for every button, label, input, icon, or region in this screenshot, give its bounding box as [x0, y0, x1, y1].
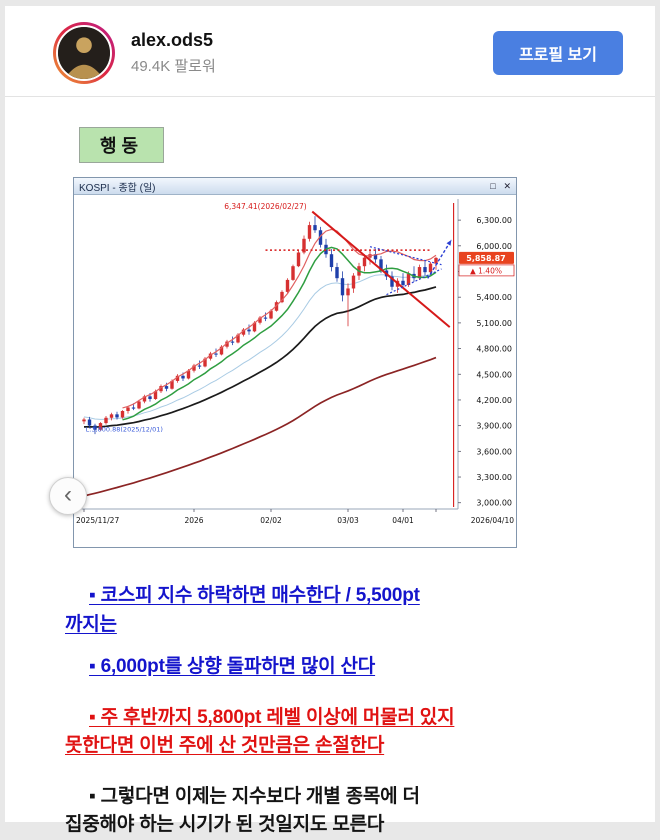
window-controls: □ ✕ — [485, 181, 511, 192]
bullet-stop-loss: ▪ 주 후반까지 5,800pt 레벨 이상에 머물러 있지 못한다면 이번 주… — [65, 706, 455, 757]
svg-text:4,200.00: 4,200.00 — [476, 396, 512, 405]
svg-text:6,347.41(2026/02/27): 6,347.41(2026/02/27) — [224, 202, 307, 211]
svg-text:2025/11/27: 2025/11/27 — [76, 516, 119, 525]
svg-text:5,400.00: 5,400.00 — [476, 293, 512, 302]
post-text: ▪ 코스피 지수 하락하면 매수한다 / 5,500pt 까지는 ▪ 6,000… — [5, 582, 655, 840]
svg-text:02/02: 02/02 — [260, 516, 282, 525]
kospi-chart-svg: 6,347.41(2026/02/27) L:3,800.88(2025/12/0… — [74, 195, 516, 547]
post-body: 행동 KOSPI - 종합 (일) □ ✕ 6,347.41(2026/02/2… — [5, 97, 655, 840]
view-profile-button[interactable]: 프로필 보기 — [492, 31, 623, 75]
action-tag: 행동 — [79, 127, 165, 163]
svg-text:2026: 2026 — [184, 516, 203, 525]
post-card: alex.ods5 49.4K 팔로워 프로필 보기 행동 KOSPI - 종합… — [5, 6, 655, 835]
chevron-left-icon: ‹ — [64, 480, 72, 508]
svg-text:2026/04/10: 2026/04/10 — [471, 516, 514, 525]
svg-text:03/03: 03/03 — [337, 516, 359, 525]
chart-window: KOSPI - 종합 (일) □ ✕ 6,347.41(2026/02/27) L… — [73, 177, 517, 548]
svg-text:3,600.00: 3,600.00 — [476, 447, 512, 456]
close-icon: ✕ — [503, 180, 511, 191]
avatar[interactable] — [53, 22, 115, 84]
svg-text:4,800.00: 4,800.00 — [476, 345, 512, 354]
svg-text:04/01: 04/01 — [392, 516, 414, 525]
svg-text:▲ 1.40%: ▲ 1.40% — [470, 266, 502, 275]
followers-count: 49.4K 팔로워 — [131, 58, 216, 75]
post-header: alex.ods5 49.4K 팔로워 프로필 보기 — [5, 6, 655, 96]
svg-text:3,300.00: 3,300.00 — [476, 473, 512, 482]
username[interactable]: alex.ods5 — [131, 30, 214, 50]
chart-window-title: KOSPI - 종합 (일) — [79, 182, 156, 194]
statue-avatar-graphic — [58, 27, 110, 79]
svg-text:5,858.87: 5,858.87 — [466, 254, 505, 263]
bullet-focus-stocks: ▪ 그렇다면 이제는 지수보다 개별 종목에 더 집중해야 하는 시기가 된 것… — [65, 785, 420, 836]
header-divider — [5, 96, 655, 97]
svg-text:3,000.00: 3,000.00 — [476, 499, 512, 508]
svg-text:6,300.00: 6,300.00 — [476, 216, 512, 225]
user-meta: alex.ods5 49.4K 팔로워 — [131, 30, 216, 76]
avatar-image — [56, 25, 112, 81]
svg-text:4,500.00: 4,500.00 — [476, 370, 512, 379]
svg-text:L:3,800.88(2025/12/01): L:3,800.88(2025/12/01) — [86, 426, 163, 434]
bullet-breakout-buy: ▪ 6,000pt를 상향 돌파하면 많이 산다 — [89, 656, 376, 677]
carousel-prev-button[interactable]: ‹ — [49, 477, 87, 515]
chart-image[interactable]: KOSPI - 종합 (일) □ ✕ 6,347.41(2026/02/27) L… — [49, 177, 517, 548]
svg-text:3,900.00: 3,900.00 — [476, 422, 512, 431]
bullet-buy-on-dip: ▪ 코스피 지수 하락하면 매수한다 / 5,500pt 까지는 — [65, 585, 420, 635]
svg-text:6,000.00: 6,000.00 — [476, 242, 512, 251]
maximize-icon: □ — [490, 180, 496, 191]
svg-text:5,100.00: 5,100.00 — [476, 319, 512, 328]
chart-titlebar: KOSPI - 종합 (일) □ ✕ — [74, 178, 516, 195]
